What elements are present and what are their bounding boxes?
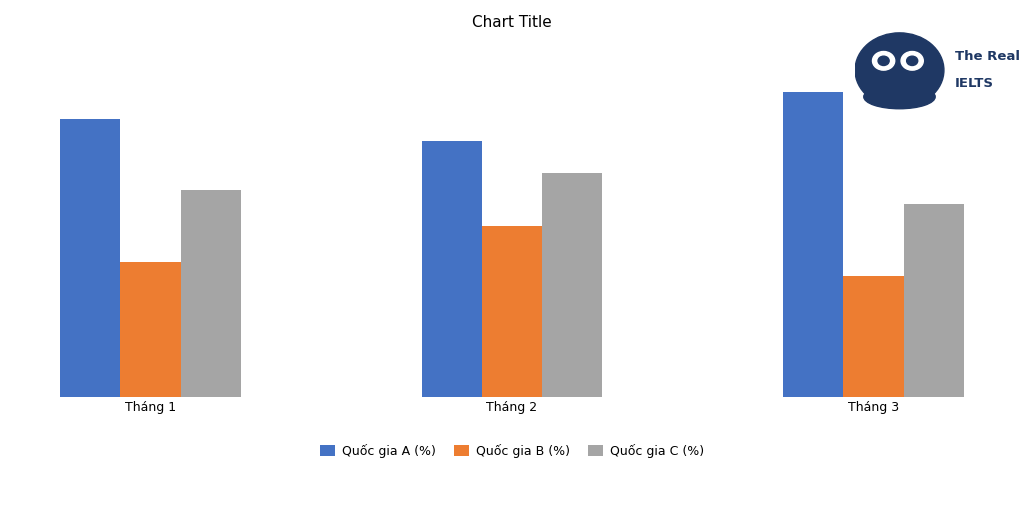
Bar (422, 141, 482, 397)
Bar (783, 92, 844, 397)
Bar (844, 275, 903, 397)
Title: Chart Title: Chart Title (472, 15, 552, 30)
Bar (482, 226, 542, 397)
Bar (180, 190, 241, 397)
Circle shape (906, 56, 918, 66)
Bar (542, 173, 602, 397)
Text: IELTS: IELTS (955, 77, 994, 90)
Circle shape (855, 33, 944, 108)
Bar (121, 262, 180, 397)
Circle shape (878, 56, 889, 66)
Ellipse shape (864, 85, 935, 109)
Text: The Real: The Real (955, 50, 1020, 63)
Bar (903, 204, 964, 397)
Legend: Quốc gia A (%), Quốc gia B (%), Quốc gia C (%): Quốc gia A (%), Quốc gia B (%), Quốc gia… (315, 439, 709, 463)
Bar (60, 119, 121, 397)
Circle shape (901, 52, 924, 70)
Circle shape (872, 52, 895, 70)
